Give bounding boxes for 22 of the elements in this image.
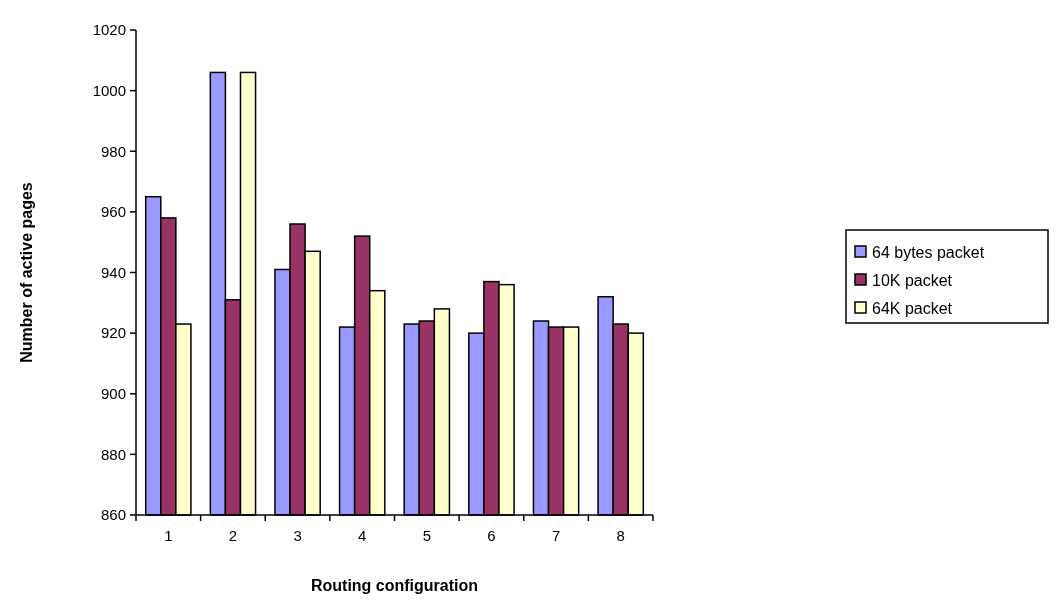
x-tick-label: 1 <box>164 527 173 544</box>
x-tick-label: 3 <box>293 527 302 544</box>
legend-label: 10K packet <box>872 271 953 289</box>
x-tick-label: 2 <box>228 527 238 544</box>
y-tick-label: 1020 <box>92 21 126 39</box>
y-tick-label: 980 <box>100 142 126 160</box>
x-tick-label: 4 <box>358 527 367 544</box>
y-tick-label: 920 <box>100 324 126 342</box>
y-tick-label: 880 <box>100 445 126 463</box>
x-axis-title: Routing configuration <box>310 577 479 594</box>
y-tick-label: 1000 <box>92 81 126 99</box>
x-tick-label: 5 <box>422 527 431 544</box>
x-tick-label: 6 <box>487 527 496 544</box>
y-axis-title: Number of active pages <box>18 182 35 363</box>
y-tick-label: 940 <box>100 263 126 281</box>
x-tick-label: 7 <box>551 527 561 544</box>
y-tick-label: 860 <box>100 506 126 524</box>
y-tick-label: 900 <box>100 385 126 402</box>
legend-label: 64K packet <box>872 299 953 317</box>
legend-label: 64 bytes packet <box>872 243 985 261</box>
x-tick-label: 8 <box>616 527 625 544</box>
y-tick-label: 960 <box>100 203 126 221</box>
